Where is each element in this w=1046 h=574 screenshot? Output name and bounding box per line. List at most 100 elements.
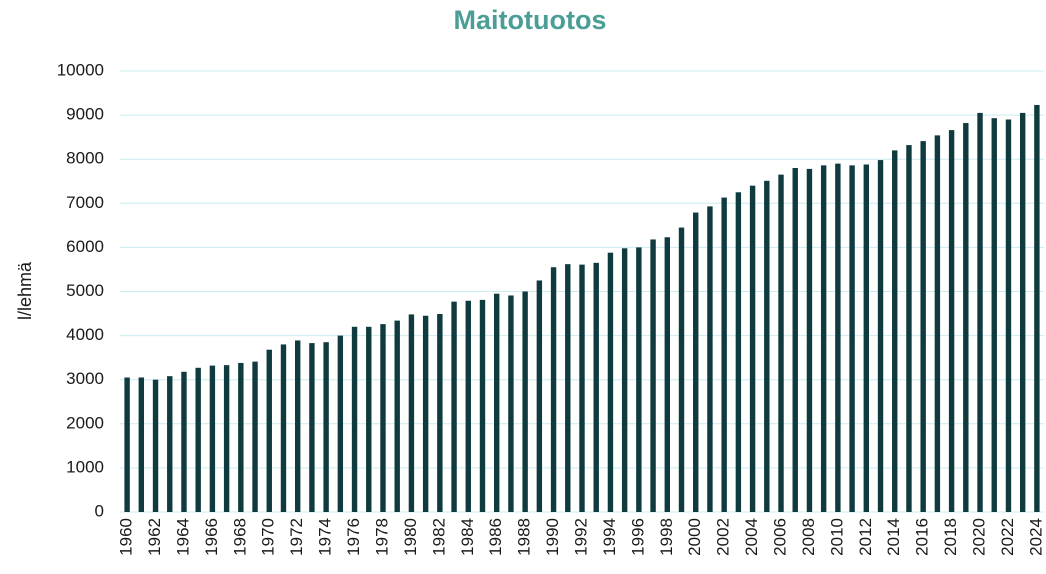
x-tick-label: 2006 — [770, 518, 789, 556]
bar — [479, 299, 486, 512]
x-tick-label: 1982 — [429, 518, 448, 556]
bar — [550, 267, 557, 512]
bar — [280, 344, 287, 512]
bar — [764, 180, 770, 512]
bar — [536, 280, 543, 512]
bar — [792, 168, 798, 512]
bar — [252, 361, 258, 512]
bar — [1005, 119, 1012, 512]
bar — [266, 349, 272, 512]
bar — [892, 150, 898, 512]
bar — [721, 197, 727, 512]
y-tick-label: 3000 — [66, 369, 104, 388]
bar — [621, 248, 628, 513]
bar — [437, 313, 443, 512]
x-tick-label: 1978 — [372, 518, 391, 556]
y-tick-label: 0 — [95, 501, 104, 520]
y-tick-label: 2000 — [66, 413, 104, 432]
bar — [408, 314, 415, 512]
x-tick-label: 1964 — [173, 518, 192, 556]
x-tick-label: 1962 — [145, 518, 164, 556]
bar — [820, 165, 827, 512]
y-tick-label: 8000 — [66, 149, 104, 168]
bar — [678, 227, 685, 512]
x-tick-label: 2022 — [998, 518, 1017, 556]
bar — [294, 340, 301, 512]
y-tick-label: 5000 — [66, 281, 104, 300]
bar — [323, 342, 329, 512]
bar — [835, 163, 841, 513]
x-tick-label: 2008 — [799, 518, 818, 556]
bar — [863, 164, 870, 512]
bar — [636, 247, 642, 512]
bar — [380, 324, 386, 512]
x-tick-label: 2000 — [685, 518, 704, 556]
bar — [693, 212, 699, 512]
x-tick-label: 1972 — [287, 518, 306, 556]
y-tick-label: 1000 — [66, 457, 104, 476]
bar — [494, 293, 500, 512]
bar — [451, 301, 457, 512]
x-tick-label: 1984 — [458, 518, 477, 556]
bar — [309, 343, 315, 512]
y-tick-label: 7000 — [66, 193, 104, 212]
x-tick-label: 2012 — [856, 518, 875, 556]
x-tick-label: 1966 — [202, 518, 221, 556]
x-tick-label: 1974 — [316, 518, 335, 556]
bar — [849, 165, 855, 512]
y-tick-label: 4000 — [66, 325, 104, 344]
bar — [948, 130, 955, 512]
bar — [977, 112, 983, 513]
x-tick-label: 2014 — [884, 518, 903, 556]
x-tick-label: 1960 — [117, 518, 136, 556]
bar — [508, 295, 514, 512]
bar — [906, 145, 912, 512]
bar — [664, 237, 670, 512]
bar — [522, 291, 528, 512]
y-tick-label: 10000 — [57, 60, 104, 79]
bar — [920, 141, 926, 512]
y-tick-label: 9000 — [66, 105, 104, 124]
bar — [152, 379, 159, 512]
x-tick-label: 1986 — [486, 518, 505, 556]
bar — [650, 239, 656, 512]
bar — [778, 174, 784, 512]
bar — [124, 377, 130, 512]
x-tick-label: 1976 — [344, 518, 363, 556]
x-tick-label: 2016 — [913, 518, 932, 556]
bar — [337, 335, 344, 512]
bar — [223, 365, 230, 512]
x-tick-label: 2010 — [827, 518, 846, 556]
bar — [1034, 104, 1040, 512]
bar — [366, 326, 372, 512]
y-tick-label: 6000 — [66, 237, 104, 256]
x-tick-label: 1998 — [657, 518, 676, 556]
bar — [422, 315, 429, 512]
bar — [877, 160, 884, 512]
bar — [181, 371, 187, 512]
x-tick-label: 1990 — [543, 518, 562, 556]
bar — [394, 320, 400, 512]
bar — [465, 300, 471, 512]
x-tick-label: 1992 — [571, 518, 590, 556]
bar — [1019, 112, 1026, 513]
bar — [138, 377, 145, 512]
x-tick-label: 1970 — [259, 518, 278, 556]
bar — [707, 206, 713, 512]
bar — [238, 362, 244, 512]
x-tick-label: 1996 — [628, 518, 647, 556]
bar — [195, 367, 201, 512]
x-tick-label: 1980 — [401, 518, 420, 556]
x-tick-label: 1988 — [515, 518, 534, 556]
bar — [607, 252, 614, 512]
bar — [565, 264, 571, 512]
bar — [209, 365, 216, 512]
x-tick-label: 2018 — [941, 518, 960, 556]
bar — [963, 123, 969, 513]
x-tick-label: 1968 — [230, 518, 249, 556]
bar — [593, 262, 599, 512]
x-tick-label: 2002 — [714, 518, 733, 556]
x-tick-label: 1994 — [600, 518, 619, 556]
bar — [806, 168, 813, 513]
x-tick-label: 2020 — [970, 518, 989, 556]
